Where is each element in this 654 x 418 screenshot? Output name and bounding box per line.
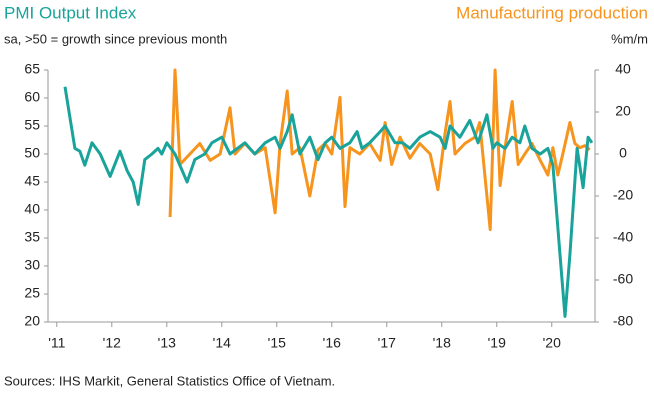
x-tick-label: '20 <box>543 335 561 351</box>
y2-tick-label: -80 <box>613 313 633 329</box>
x-tick-label: '14 <box>213 335 231 351</box>
y-tick-label: 50 <box>24 145 40 161</box>
y-tick-label: 65 <box>24 61 40 77</box>
y2-label: %m/m <box>611 31 648 46</box>
x-tick-label: '19 <box>488 335 506 351</box>
x-tick-label: '13 <box>158 335 176 351</box>
series-title: PMI Output Index <box>4 3 137 22</box>
y2-tick-label: -40 <box>613 229 633 245</box>
series-line <box>168 68 591 232</box>
y2-tick-label: 20 <box>615 103 631 119</box>
source: Sources: IHS Markit, General Statistics … <box>4 373 335 388</box>
series-title: Manufacturing production <box>456 3 648 22</box>
y-tick-label: 25 <box>24 285 40 301</box>
x-tick-label: '18 <box>433 335 451 351</box>
x-tick-label: '17 <box>378 335 396 351</box>
x-tick-label: '12 <box>103 335 121 351</box>
x-tick-label: '16 <box>323 335 341 351</box>
y2-tick-label: -20 <box>613 187 633 203</box>
y-tick-label: 40 <box>24 201 40 217</box>
y-tick-label: 60 <box>24 89 40 105</box>
x-tick-label: '15 <box>268 335 286 351</box>
y2-tick-label: 40 <box>615 61 631 77</box>
y-tick-label: 45 <box>24 173 40 189</box>
series-line <box>63 86 594 318</box>
subtitle: sa, >50 = growth since previous month <box>4 31 227 46</box>
y-tick-label: 30 <box>24 257 40 273</box>
y2-tick-label: -60 <box>613 271 633 287</box>
y2-tick-label: 0 <box>619 145 627 161</box>
y-tick-label: 55 <box>24 117 40 133</box>
x-tick-label: '11 <box>48 335 65 351</box>
y-tick-label: 20 <box>24 313 40 329</box>
y-tick-label: 35 <box>24 229 40 245</box>
